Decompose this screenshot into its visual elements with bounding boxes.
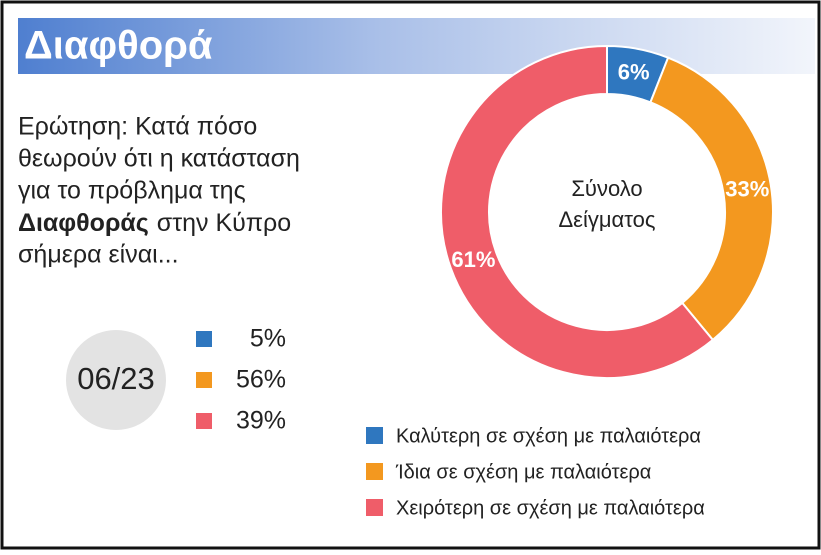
segment-label: 6%	[618, 59, 650, 84]
legend-swatch	[366, 499, 383, 516]
center-label: Δείγματος	[558, 207, 655, 232]
period-badge	[66, 330, 166, 430]
question-line: για το πρόβλημα της	[18, 177, 246, 205]
previous-swatch	[196, 331, 212, 347]
question-line: σήμερα είναι...	[18, 241, 179, 269]
center-label: Σύνολο	[571, 176, 642, 201]
previous-value: 56%	[236, 366, 286, 394]
donut-segment	[440, 44, 715, 379]
question-line: Διαφθοράς στην Κύπρο	[18, 209, 291, 237]
period-label: 06/23	[77, 361, 155, 396]
legend-label: Χειρότερη σε σχέση με παλαιότερα	[396, 497, 705, 519]
question-text: στην Κύπρο	[157, 209, 291, 237]
question: Ερώτηση: Κατά πόσο θεωρούν ότι η κατάστα…	[18, 113, 300, 269]
legend-label: Καλύτερη σε σχέση με παλαιότερα	[396, 425, 701, 447]
previous-value: 5%	[250, 325, 286, 353]
legend-swatch	[366, 463, 383, 480]
previous-swatch	[196, 413, 212, 429]
title: Διαφθορά	[24, 24, 213, 68]
segment-label: 61%	[451, 247, 495, 272]
segment-label: 33%	[725, 177, 769, 202]
previous-value: 39%	[236, 407, 286, 435]
donut-segment	[649, 56, 774, 342]
previous-swatch	[196, 372, 212, 388]
legend-label: Ίδια σε σχέση με παλαιότερα	[395, 461, 651, 483]
question-line: Ερώτηση: Κατά πόσο	[18, 113, 257, 141]
question-emphasis: Διαφθοράς	[18, 209, 149, 237]
question-line: θεωρούν ότι η κατάσταση	[18, 145, 300, 173]
legend-swatch	[366, 427, 383, 444]
